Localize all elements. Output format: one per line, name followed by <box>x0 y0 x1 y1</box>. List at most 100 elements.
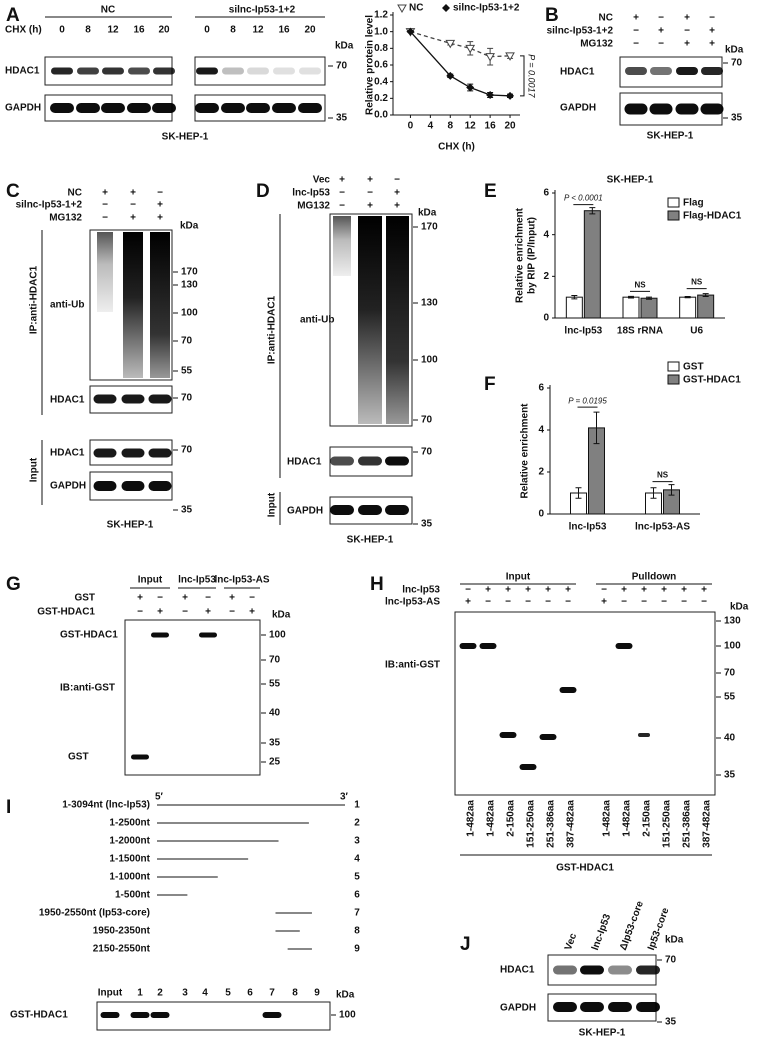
blot-band <box>199 632 217 638</box>
row-label: GST-HDAC1 <box>60 630 118 641</box>
blot-band <box>101 103 125 113</box>
blot-band <box>358 456 382 466</box>
condition-sign: + <box>339 175 345 186</box>
y-axis-title: by RIP (IP/Input) <box>527 217 538 294</box>
p-value: P = 0.0017 <box>527 54 537 98</box>
end-label: 3′ <box>340 792 349 803</box>
construct-label: 1950-2350nt <box>93 926 151 937</box>
blot-band <box>539 734 557 740</box>
kda-marker: 100 <box>181 308 198 319</box>
kda-marker: 130 <box>181 280 198 291</box>
bracket <box>520 55 525 97</box>
row-label: GST-HDAC1 <box>10 1010 68 1021</box>
condition-sign: + <box>249 607 255 618</box>
condition-sign: + <box>130 213 136 224</box>
condition-sign: − <box>157 593 163 604</box>
blot-band <box>272 103 296 113</box>
condition-name: MG132 <box>297 201 330 212</box>
blot-band <box>649 103 673 115</box>
condition-sign: + <box>394 188 400 199</box>
condition-sign: + <box>367 175 373 186</box>
blot-band <box>150 1012 170 1018</box>
error-bar <box>575 487 582 499</box>
group-label: GST-HDAC1 <box>556 863 614 874</box>
bar <box>697 294 715 319</box>
error-bar <box>668 484 675 496</box>
error-bar <box>702 293 709 298</box>
blot-band <box>153 67 175 75</box>
y-axis-title: Relative enrichment <box>520 403 531 499</box>
condition-sign: − <box>658 39 664 50</box>
blot-band <box>580 1002 604 1012</box>
error-bar <box>571 295 578 300</box>
condition-sign: + <box>130 188 136 199</box>
vertical-label: IP:anti-HDAC1 <box>267 295 278 364</box>
blot-band <box>121 448 145 458</box>
row-label: HDAC1 <box>5 66 40 77</box>
condition-sign: + <box>633 13 639 24</box>
condition-sign: − <box>681 597 687 608</box>
condition-sign: − <box>249 593 255 604</box>
blot-band <box>330 456 354 466</box>
condition-name: silnc-Ip53-1+2 <box>547 26 614 37</box>
legend-symbol <box>397 4 407 14</box>
condition-sign: + <box>565 585 571 596</box>
blot-band <box>76 103 100 113</box>
blot-band <box>675 103 699 115</box>
blot-band <box>580 965 604 975</box>
group-label: NC <box>101 5 115 16</box>
kda-marker: 70 <box>731 58 743 69</box>
group-label: Pulldown <box>632 572 676 583</box>
lane-label: lnc-Ip53 <box>590 912 613 952</box>
data-point <box>445 39 456 49</box>
kda-marker: 130 <box>724 616 741 627</box>
panel-letter: H <box>370 574 384 595</box>
blot-band <box>100 1012 120 1018</box>
label: kDa <box>665 935 684 946</box>
significance: NS <box>657 471 669 480</box>
condition-sign: − <box>485 597 491 608</box>
condition-sign: + <box>709 26 715 37</box>
condition-sign: + <box>701 585 707 596</box>
lane-label: 1-482aa <box>622 800 633 837</box>
condition-sign: − <box>505 597 511 608</box>
lane-label: 2-150aa <box>642 800 653 837</box>
panel-letter: A <box>6 5 20 26</box>
condition-sign: − <box>394 175 400 186</box>
error-bar <box>650 487 657 499</box>
construct-label: 1950-2550nt (Ip53-core) <box>39 908 150 919</box>
construct-number: 8 <box>354 926 360 937</box>
condition-sign: + <box>229 593 235 604</box>
bar <box>622 296 640 319</box>
x-tick-label: 16 <box>485 121 497 132</box>
condition-sign: − <box>339 188 345 199</box>
label: CHX (h) <box>5 25 42 36</box>
kda-marker: 100 <box>339 1010 356 1021</box>
kda-marker: 70 <box>421 415 433 426</box>
y-tick-label: 6 <box>543 188 549 199</box>
lane-label: 251-386aa <box>546 800 557 848</box>
construct-label: 1-2500nt <box>109 818 150 829</box>
x-tick-label: lnc-Ip53 <box>564 326 602 337</box>
group-label: Input <box>138 575 163 586</box>
condition-sign: + <box>684 39 690 50</box>
ub-smear <box>386 216 409 424</box>
condition-sign: + <box>658 26 664 37</box>
lane-label: 8 <box>292 988 298 999</box>
y-tick-label: 0.6 <box>374 60 388 71</box>
condition-name: lnc-Ip53-AS <box>385 597 440 608</box>
legend-swatch <box>667 197 680 208</box>
construct-label: 1-1500nt <box>109 854 150 865</box>
time-label: 8 <box>230 25 236 36</box>
error-bar <box>646 296 652 300</box>
lane-label: 151-250aa <box>526 800 537 848</box>
group-label: lnc-Ip53-AS <box>214 575 269 586</box>
construct-number: 5 <box>354 872 360 883</box>
y-tick-label: 0.8 <box>374 43 388 54</box>
blot-band <box>221 103 245 113</box>
blot-band <box>553 965 577 975</box>
condition-sign: + <box>137 593 143 604</box>
blot-band <box>131 754 149 760</box>
label: kDa <box>180 221 199 232</box>
bar <box>640 297 658 319</box>
